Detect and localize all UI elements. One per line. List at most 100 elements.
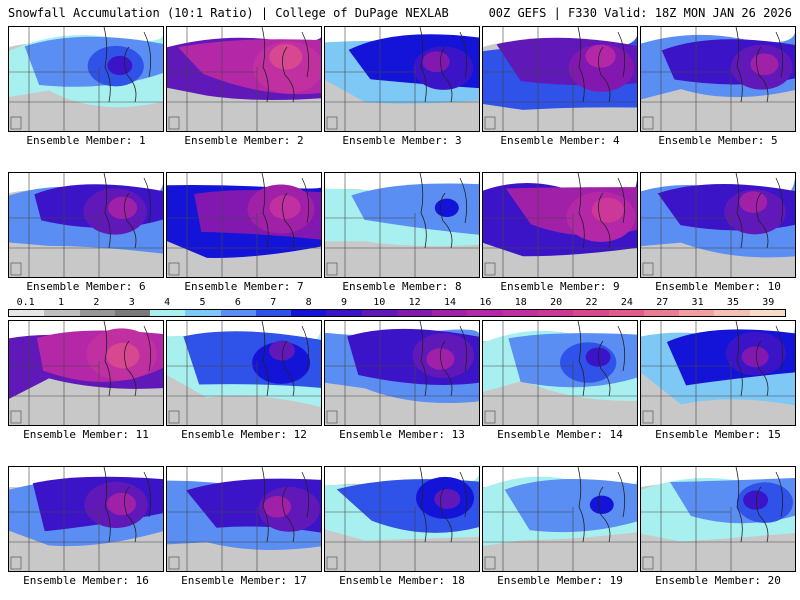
colorbar-tick-label: 8 <box>305 297 312 308</box>
ensemble-member-panel: Ensemble Member: 14 <box>482 320 638 441</box>
map-panel <box>8 320 164 426</box>
member-label: Ensemble Member: 11 <box>23 428 149 441</box>
colorbar-tick-label: 4 <box>164 297 171 308</box>
colorbar-swatch <box>573 310 609 316</box>
ensemble-member-panel: Ensemble Member: 11 <box>8 320 164 441</box>
ensemble-member-panel: Ensemble Member: 6 <box>8 172 164 293</box>
ensemble-member-panel: Ensemble Member: 15 <box>640 320 796 441</box>
ensemble-member-panel: Ensemble Member: 3 <box>324 26 480 147</box>
colorbar-swatch <box>291 310 327 316</box>
ensemble-member-panel: Ensemble Member: 12 <box>166 320 322 441</box>
ensemble-member-panel: Ensemble Member: 17 <box>166 466 322 587</box>
colorbar-swatch <box>502 310 538 316</box>
snowfall-map <box>641 173 795 277</box>
title-right: 00Z GEFS | F330 Valid: 18Z MON JAN 26 20… <box>488 6 792 20</box>
colorbar-tick-label: 3 <box>128 297 135 308</box>
title-left: Snowfall Accumulation (10:1 Ratio) | Col… <box>8 6 449 20</box>
colorbar-swatch <box>44 310 80 316</box>
colorbar-tick-label: 10 <box>373 297 386 308</box>
ensemble-member-panel: Ensemble Member: 9 <box>482 172 638 293</box>
colorbar-tick-label: 1 <box>58 297 65 308</box>
snowfall-map <box>9 467 163 571</box>
map-panel <box>482 172 638 278</box>
map-panel <box>640 320 796 426</box>
colorbar-tick-label: 27 <box>656 297 669 308</box>
map-panel <box>166 172 322 278</box>
map-panel <box>8 26 164 132</box>
ensemble-member-panel: Ensemble Member: 16 <box>8 466 164 587</box>
colorbar-swatch <box>185 310 221 316</box>
snowfall-map <box>167 467 321 571</box>
map-panel <box>640 26 796 132</box>
map-panel <box>324 320 480 426</box>
colorbar-swatch <box>114 310 151 316</box>
colorbar-tick-label: 12 <box>408 297 421 308</box>
colorbar-swatch <box>714 310 750 316</box>
colorbar-swatch <box>537 310 574 316</box>
colorbar-tick-label: 6 <box>234 297 241 308</box>
colorbar-tick-label: 5 <box>199 297 206 308</box>
snowfall-map <box>641 467 795 571</box>
snowfall-map <box>483 27 637 131</box>
snowfall-map <box>167 321 321 425</box>
colorbar-tick-label: 20 <box>550 297 563 308</box>
snowfall-map <box>483 321 637 425</box>
ensemble-member-panel: Ensemble Member: 7 <box>166 172 322 293</box>
ensemble-member-panel: Ensemble Member: 4 <box>482 26 638 147</box>
ensemble-member-panel: Ensemble Member: 8 <box>324 172 480 293</box>
map-panel <box>166 466 322 572</box>
member-label: Ensemble Member: 17 <box>181 574 307 587</box>
map-panel <box>640 172 796 278</box>
ensemble-member-panel: Ensemble Member: 1 <box>8 26 164 147</box>
member-label: Ensemble Member: 19 <box>497 574 623 587</box>
snowfall-map <box>9 27 163 131</box>
colorbar-tick-label: 35 <box>726 297 739 308</box>
member-label: Ensemble Member: 9 <box>500 280 620 293</box>
colorbar-tick-label: 16 <box>479 297 492 308</box>
colorbar-swatch <box>255 310 292 316</box>
colorbar-tick-label: 24 <box>620 297 633 308</box>
ensemble-member-panel: Ensemble Member: 13 <box>324 320 480 441</box>
map-panel <box>8 466 164 572</box>
member-label: Ensemble Member: 18 <box>339 574 465 587</box>
map-panel <box>166 320 322 426</box>
colorbar-tick-label: 18 <box>514 297 527 308</box>
snowfall-map <box>9 173 163 277</box>
snowfall-map <box>641 321 795 425</box>
colorbar-tick-label: 7 <box>270 297 277 308</box>
colorbar-tick-label: 31 <box>691 297 704 308</box>
snowfall-map <box>641 27 795 131</box>
member-label: Ensemble Member: 2 <box>184 134 304 147</box>
colorbar-swatch <box>220 310 256 316</box>
colorbar-swatch <box>467 310 503 316</box>
snowfall-map <box>325 173 479 277</box>
snowfall-map <box>167 173 321 277</box>
colorbar-tick-label: 22 <box>585 297 598 308</box>
member-label: Ensemble Member: 4 <box>500 134 620 147</box>
colorbar-tick-label: 0.1 <box>16 297 35 308</box>
header: Snowfall Accumulation (10:1 Ratio) | Col… <box>0 0 800 24</box>
member-label: Ensemble Member: 1 <box>26 134 146 147</box>
member-label: Ensemble Member: 5 <box>658 134 778 147</box>
member-label: Ensemble Member: 12 <box>181 428 307 441</box>
colorbar-swatch <box>150 310 186 316</box>
colorbar-bar <box>8 309 786 317</box>
ensemble-member-panel: Ensemble Member: 20 <box>640 466 796 587</box>
map-panel <box>482 320 638 426</box>
map-panel <box>324 466 480 572</box>
member-label: Ensemble Member: 7 <box>184 280 304 293</box>
map-panel <box>482 466 638 572</box>
snowfall-map <box>325 467 479 571</box>
colorbar-labels: 0.1 1 2 3 4 5 6 7 8 9 10 12 14 16 18 20 22 24 27 31 35 39 <box>8 297 786 308</box>
colorbar-legend: 0.1 1 2 3 4 5 6 7 8 9 10 12 14 16 18 20 22 24 27 31 35 39 <box>8 297 786 319</box>
colorbar-swatch <box>432 310 468 316</box>
member-label: Ensemble Member: 13 <box>339 428 465 441</box>
snowfall-map <box>167 27 321 131</box>
colorbar-tick-label: 14 <box>444 297 457 308</box>
colorbar-swatch <box>679 310 715 316</box>
colorbar-swatch <box>326 310 362 316</box>
ensemble-member-panel: Ensemble Member: 2 <box>166 26 322 147</box>
snowfall-map <box>9 321 163 425</box>
colorbar-tick-label: 9 <box>340 297 347 308</box>
